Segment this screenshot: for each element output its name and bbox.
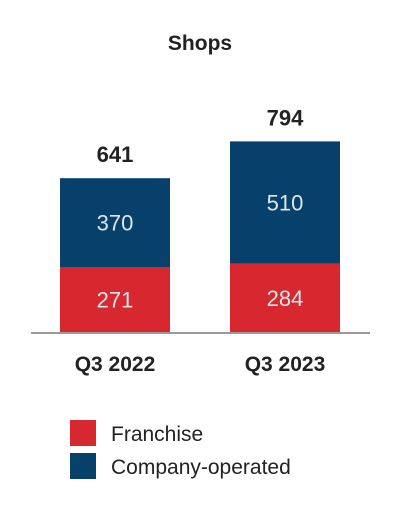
data-label-franchise-2: 284 (267, 286, 304, 311)
total-label-1: 641 (97, 142, 134, 167)
category-label-2: Q3 2023 (245, 353, 326, 376)
category-label-1: Q3 2022 (75, 353, 156, 376)
category-labels: Q3 2022 Q3 2023 (75, 353, 326, 376)
bar-franchise-2 (230, 263, 340, 332)
bar-company-operated-1 (60, 178, 170, 267)
legend: Franchise Company-operated (70, 420, 291, 479)
data-label-company-operated-1: 370 (97, 211, 134, 236)
bar-company-operated-2 (230, 141, 340, 264)
chart-title: Shops (168, 32, 232, 55)
legend-swatch-company-operated (70, 453, 96, 479)
legend-label-franchise: Franchise (111, 423, 203, 446)
bars-group: 271 370 641 284 510 794 (60, 105, 340, 332)
legend-swatch-franchise (70, 420, 96, 446)
total-label-2: 794 (267, 105, 304, 130)
legend-label-company-operated: Company-operated (111, 456, 291, 479)
data-label-franchise-1: 271 (97, 288, 134, 313)
bar-franchise-1 (60, 267, 170, 332)
data-label-company-operated-2: 510 (267, 191, 304, 216)
